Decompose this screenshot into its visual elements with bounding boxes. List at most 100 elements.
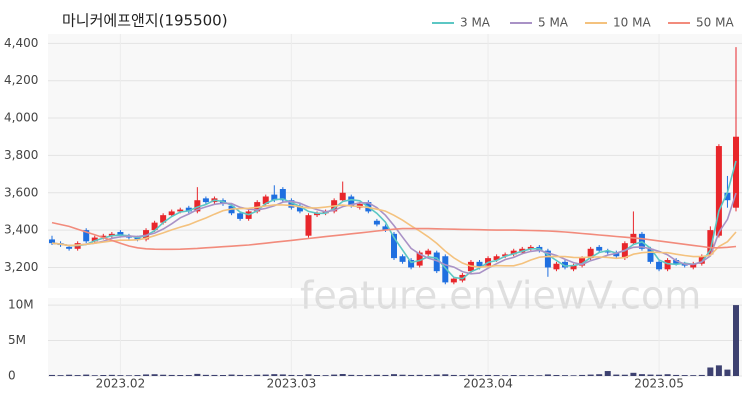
volume-bar [613,374,620,376]
candle-body [476,261,483,268]
volume-bar [630,372,637,376]
candle-body [707,230,714,255]
candle-body [314,213,321,216]
volume-bar [254,374,261,376]
ma-line [51,221,737,251]
volume-bar [647,374,654,376]
candle-body [579,258,586,266]
volume-bar [211,374,218,376]
candle-body [185,207,192,212]
volume-bar [365,374,372,376]
volume-bar [262,374,269,376]
candle-body [673,259,680,264]
candle-body [271,194,278,201]
volume-bar [305,374,312,376]
volume-bar [587,374,594,376]
volume-bar [117,375,124,376]
volume-bar [134,375,141,376]
volume-panel [48,298,742,376]
volume-bar [143,374,150,376]
candle-body [91,237,98,242]
volume-bar [493,375,500,376]
volume-bar [510,375,517,376]
candle-body [339,192,346,201]
candle-body [348,196,355,206]
volume-tick-label: 5M [8,333,26,347]
volume-bar [177,375,184,376]
volume-bar [442,374,449,376]
volume-bar [271,374,278,376]
x-tick-label: 2023.04 [463,377,513,391]
candle-body [604,250,611,253]
volume-bar [707,367,714,376]
candle-body [647,248,654,262]
watermark: feature.enViewV.com [300,274,701,318]
volume-bar [202,374,209,376]
candle-body [570,265,577,270]
y-tick-label: 4,000 [4,111,38,125]
volume-bar [433,374,440,376]
volume-bar [57,375,64,376]
volume-bar [331,374,338,376]
y-tick-label: 4,400 [4,36,38,50]
candle-body [715,146,722,236]
candle-body [425,250,432,255]
volume-bar [91,375,98,376]
volume-bar [185,375,192,376]
candle-body [664,259,671,270]
candle-body [450,278,457,283]
volume-bar [579,374,586,376]
volume-bar [373,374,380,376]
chart-title: 마니커에프앤지(195500) [62,12,228,30]
candle-body [134,237,141,240]
candle-body [510,250,517,255]
y-tick-label: 4,200 [4,73,38,87]
candle-body [83,230,90,242]
volume-bar [715,365,722,376]
volume-bar [519,375,526,376]
candle-body [177,209,184,212]
candle-body [202,198,209,203]
candle-body [527,246,534,249]
volume-bar [553,375,560,376]
candle-body [399,256,406,262]
candle-body [698,256,705,264]
volume-bar [160,374,167,376]
volume-bar [408,374,415,376]
volume-bar [681,375,688,376]
ma-line [51,192,737,275]
candle-body [49,239,55,244]
volume-bar [279,374,286,376]
volume-bar [450,374,457,376]
candle-body [151,222,158,231]
candle-body [117,231,124,236]
volume-tick-label: 10M [8,298,34,312]
candle-body [296,205,303,212]
candle-body [237,213,244,219]
volume-bar [527,375,534,376]
candle-body [690,263,697,268]
candle-body [391,233,397,259]
candle-body [288,200,295,208]
volume-bar [382,374,389,376]
candle-body [493,256,500,260]
candle-body [502,254,509,257]
candle-body [596,246,603,251]
volume-bar [476,375,483,376]
volume-bar [570,375,577,376]
candle-body [100,235,107,238]
volume-bar [74,375,81,376]
candle-body [408,259,415,268]
candle-body [160,215,167,223]
volume-tick-label: 0 [8,369,16,383]
volume-bar [348,374,355,376]
volume-bar [467,374,474,376]
x-tick-label: 2023.02 [96,377,146,391]
volume-bar [604,371,611,376]
volume-bar [339,374,346,376]
volume-bar [733,305,739,376]
volume-bar [108,374,115,376]
volume-bar [698,374,705,376]
volume-bar [562,375,568,376]
